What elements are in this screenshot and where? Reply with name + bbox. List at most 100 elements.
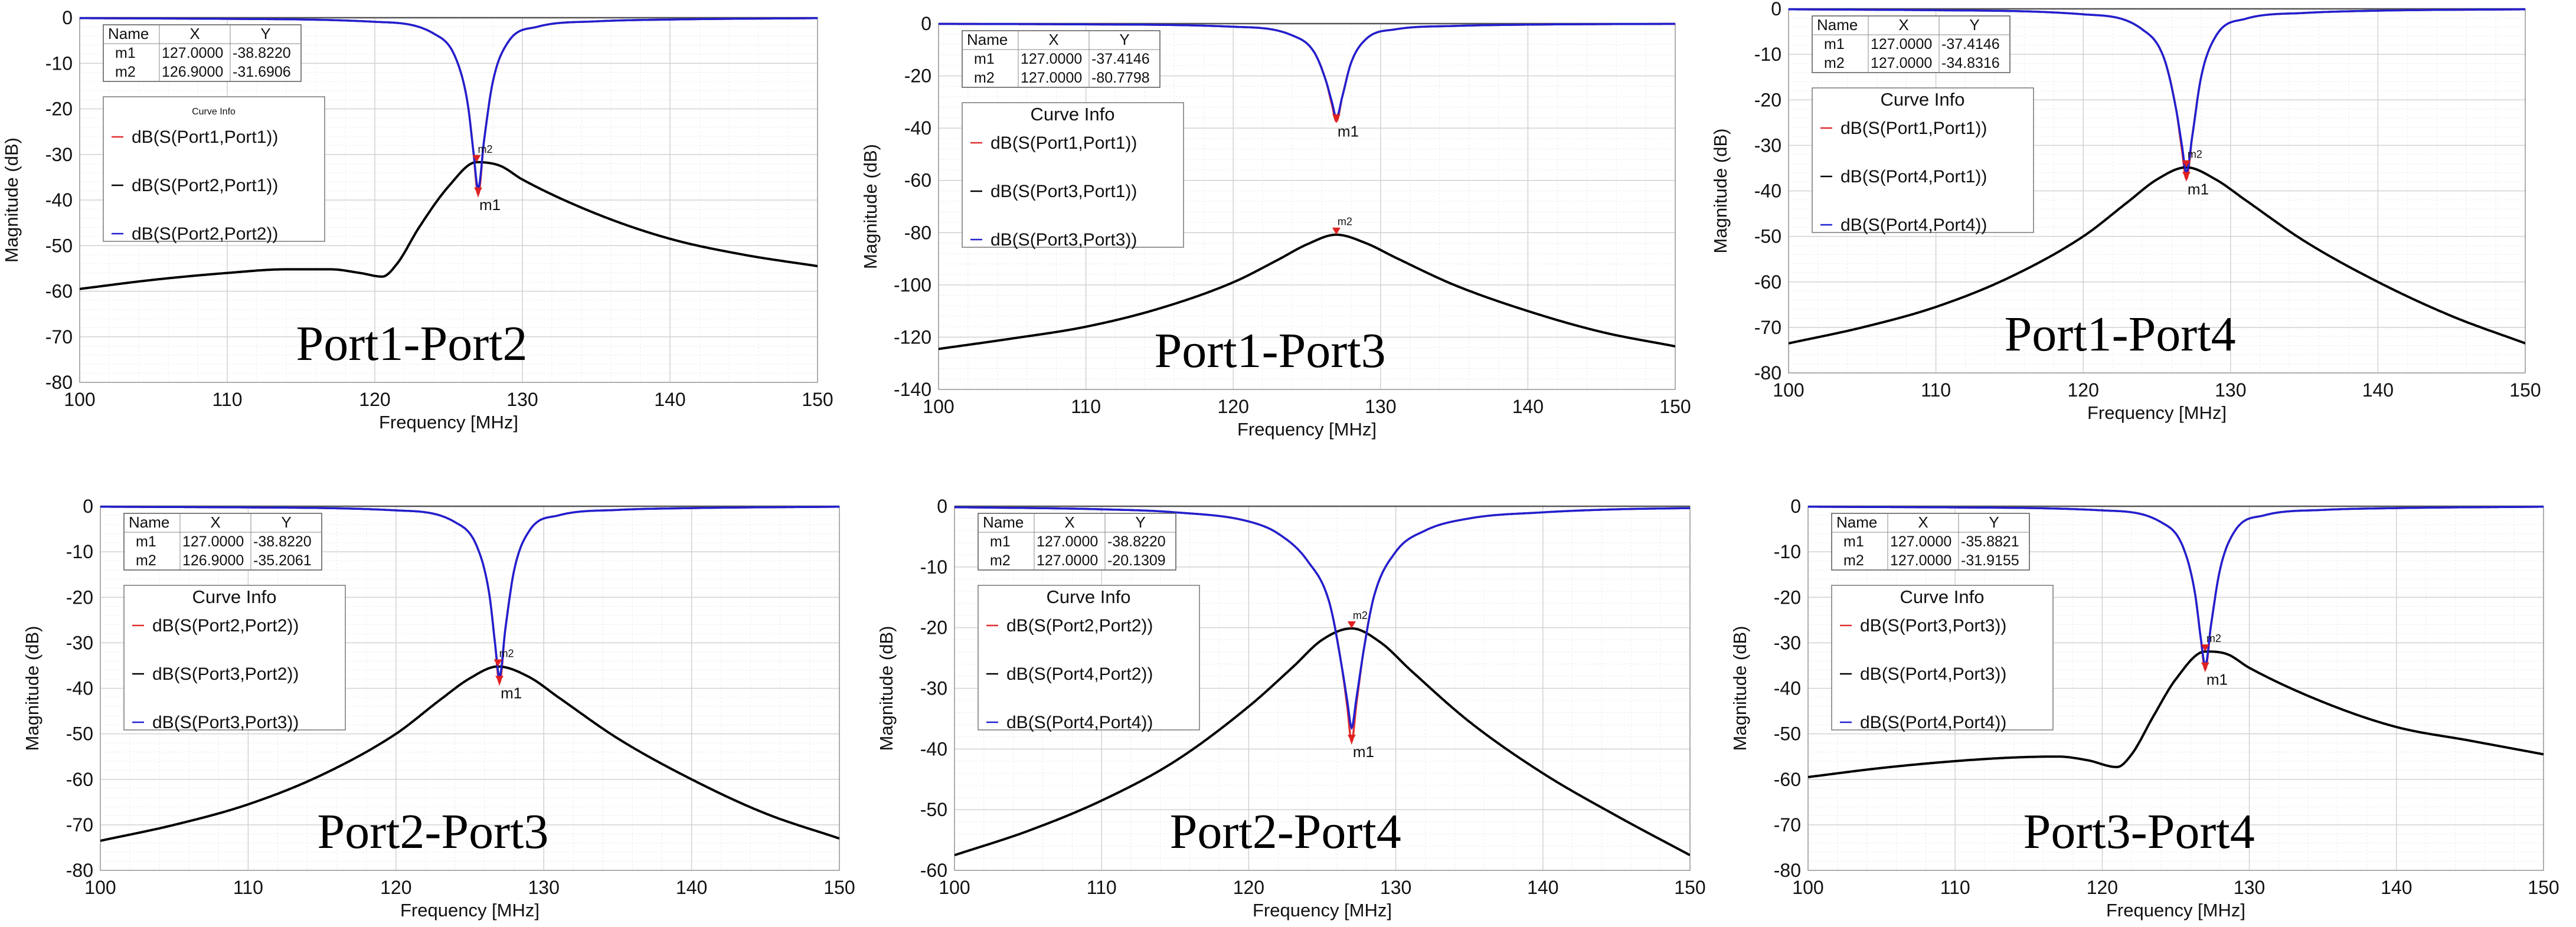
y-tick-label: -40 xyxy=(66,678,93,699)
x-tick-label: 110 xyxy=(233,877,263,898)
marker-table-frame xyxy=(103,24,302,82)
series-line-3 xyxy=(80,17,818,192)
legend-entry: dB(S(Port4,Port4)) xyxy=(1006,713,1153,732)
y-tick-label: -40 xyxy=(904,117,931,139)
x-tick-label: 140 xyxy=(1527,877,1558,898)
marker-table-x: 127.0000 xyxy=(1037,552,1098,569)
marker-triangle xyxy=(2182,160,2191,168)
legend-entry: dB(S(Port2,Port2)) xyxy=(132,224,278,244)
y-tick-label: -40 xyxy=(1754,181,1781,202)
x-tick-label: 110 xyxy=(212,389,242,410)
y-tick-label: -10 xyxy=(66,541,93,562)
legend-entry: dB(S(Port2,Port2)) xyxy=(152,616,299,636)
chart-title: Port2-Port3 xyxy=(317,804,548,859)
y-axis-label: Magnitude (dB) xyxy=(1,137,22,263)
marker-table-header: Name xyxy=(967,31,1008,48)
x-tick-label: 150 xyxy=(2509,379,2541,401)
x-tick-label: 140 xyxy=(2362,379,2394,401)
chart-panel-3: 100 110 120 130 140 150 0 -10 -20 -30 -40 -50 -60 -70… xyxy=(1710,0,2541,423)
x-tick-label: 150 xyxy=(1659,396,1691,417)
curve-info-legend: Curve Info dB(S(Port2,Port2)) dB(S(Port4,P… xyxy=(978,585,1200,732)
marker-table-y: -20.1309 xyxy=(1107,552,1166,569)
y-tick-label: -60 xyxy=(920,860,947,881)
marker-table-name: m1 xyxy=(1843,533,1864,550)
marker-label: m1 xyxy=(1353,743,1374,761)
marker-table-header: Y xyxy=(1119,31,1129,48)
chart-panel-1: 100 110 120 130 140 150 0 -10 -20 -30 -40 -50 -60 -70… xyxy=(1,7,833,433)
x-tick-label: 150 xyxy=(802,389,833,410)
marker-triangle xyxy=(495,676,504,683)
y-tick-label: 0 xyxy=(1771,0,1781,19)
legend-entry: dB(S(Port1,Port1)) xyxy=(132,127,278,147)
marker-table-header: X xyxy=(1064,513,1074,531)
y-tick-label: 0 xyxy=(83,496,93,517)
y-tick-label: -70 xyxy=(1774,814,1801,836)
legend-entry: dB(S(Port2,Port1)) xyxy=(132,176,278,195)
y-tick-label: 0 xyxy=(1790,496,1801,517)
curve-info-legend: Curve Info dB(S(Port3,Port3)) dB(S(Port4,P… xyxy=(1831,585,2054,732)
marker-label: m2 xyxy=(2188,149,2202,160)
marker-table-x: 127.0000 xyxy=(1037,533,1098,550)
chart-title: Port2-Port4 xyxy=(1170,804,1401,859)
series-line-2 xyxy=(80,160,818,290)
marker-table-header: X xyxy=(210,513,220,531)
x-tick-label: 130 xyxy=(528,877,560,898)
legend-frame xyxy=(1812,87,2034,233)
marker-triangle xyxy=(474,187,482,195)
legend-entry: dB(S(Port1,Port1)) xyxy=(1841,119,1987,138)
y-tick-label: -20 xyxy=(1754,89,1781,110)
series-line-3 xyxy=(1808,506,2544,668)
marker-table-y: -35.2061 xyxy=(253,552,312,569)
marker-table-x: 127.0000 xyxy=(1021,51,1082,67)
marker-label: m1 xyxy=(1338,123,1359,140)
y-axis-label: Magnitude (dB) xyxy=(876,626,897,751)
marker-table-header: Name xyxy=(108,25,149,42)
marker-table-x: 127.0000 xyxy=(182,533,244,550)
marker-table-name: m2 xyxy=(1824,55,1845,71)
series-line-2 xyxy=(954,627,1690,857)
curve-info-legend: Curve Info dB(S(Port1,Port1)) dB(S(Port4,P… xyxy=(1812,87,2034,235)
y-tick-label: 0 xyxy=(921,13,931,34)
marker-table-header: Y xyxy=(1989,513,1999,531)
marker-label: m1 xyxy=(2188,181,2209,198)
y-tick-label: -50 xyxy=(1774,723,1801,745)
marker-table-x: 127.0000 xyxy=(162,45,223,61)
marker-label: m2 xyxy=(478,143,493,155)
chart-title: Port1-Port2 xyxy=(296,316,527,371)
x-tick-label: 140 xyxy=(2381,877,2412,898)
x-tick-label: 150 xyxy=(1674,877,1705,898)
legend-entry: dB(S(Port2,Port2)) xyxy=(1006,616,1153,636)
y-tick-label: -50 xyxy=(66,723,93,745)
marker-table-name: m1 xyxy=(974,51,995,67)
curve-info-legend: Curve Info dB(S(Port2,Port2)) dB(S(Port3,P… xyxy=(123,585,346,732)
marker-table-header: X xyxy=(1048,31,1058,48)
y-tick-label: -120 xyxy=(894,326,931,348)
y-tick-label: -50 xyxy=(1754,226,1781,247)
marker-table-frame xyxy=(1812,15,2011,73)
marker-table-name: m1 xyxy=(1824,36,1845,53)
legend-frame xyxy=(123,585,346,731)
y-axis-label: Magnitude (dB) xyxy=(1710,129,1731,254)
y-tick-label: -70 xyxy=(45,326,73,348)
x-tick-label: 100 xyxy=(1792,877,1823,898)
x-tick-label: 130 xyxy=(1380,877,1411,898)
marker-table: Name X Ym1 127.0000 -37.4146 m2 127.0000 -34.83… xyxy=(1812,15,2011,73)
x-tick-label: 130 xyxy=(2234,877,2265,898)
y-tick-label: -100 xyxy=(894,274,931,296)
marker-table-x: 127.0000 xyxy=(1890,552,1951,569)
legend-entry: dB(S(Port3,Port1)) xyxy=(990,182,1137,201)
y-tick-label: -80 xyxy=(904,222,931,243)
marker-table-x: 126.9000 xyxy=(182,552,244,569)
legend-entry: dB(S(Port4,Port4)) xyxy=(1860,713,2006,732)
y-axis-label: Magnitude (dB) xyxy=(1730,626,1750,751)
marker-table-x: 126.9000 xyxy=(162,64,223,80)
chart-title: Port1-Port3 xyxy=(1155,323,1386,378)
marker-table-frame xyxy=(123,513,322,571)
x-tick-label: 130 xyxy=(506,389,538,410)
legend-entry: dB(S(Port3,Port3)) xyxy=(1860,616,2006,636)
marker-triangle xyxy=(472,155,481,162)
chart-panel-6: 100 110 120 130 140 150 0 -10 -20 -30 -40 -50 -60 -70… xyxy=(1730,496,2559,921)
legend-title: Curve Info xyxy=(1046,587,1130,607)
